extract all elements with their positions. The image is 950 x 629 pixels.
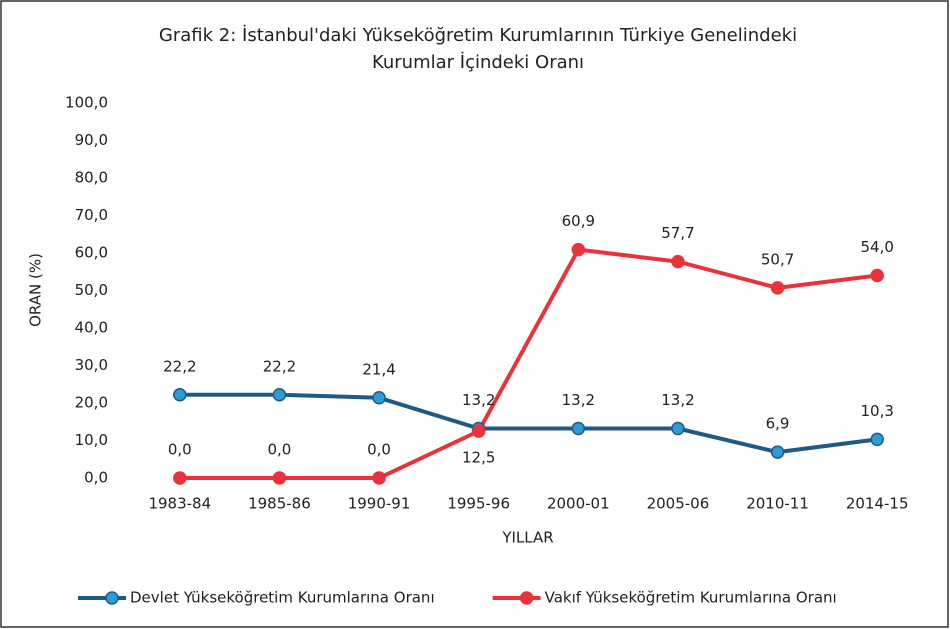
- data-label: 13,2: [462, 391, 495, 409]
- data-label: 22,2: [263, 357, 296, 375]
- series-line: [179, 247, 878, 480]
- y-tick-label: 80,0: [75, 169, 108, 187]
- y-tick-label: 50,0: [75, 281, 108, 299]
- data-label: 0,0: [367, 441, 391, 459]
- x-tick-label: 2000-01: [547, 495, 610, 513]
- y-axis-title: ORAN (%): [27, 253, 45, 327]
- data-point: [571, 421, 586, 436]
- data-point: [770, 445, 785, 459]
- legend-marker: [519, 591, 534, 605]
- x-tick-label: 2005-06: [647, 495, 710, 513]
- data-label: 13,2: [661, 391, 694, 409]
- data-point: [770, 281, 785, 295]
- y-tick-label: 30,0: [75, 356, 108, 374]
- y-tick-label: 60,0: [75, 244, 108, 262]
- data-label: 10,3: [860, 402, 893, 420]
- x-tick-label: 1983-84: [148, 495, 211, 513]
- data-point: [272, 388, 287, 402]
- chart-title: Grafik 2: İstanbul'daki Yükseköğretim Ku…: [159, 25, 797, 46]
- x-axis-title: YILLAR: [501, 529, 553, 547]
- x-tick-label: 1990-91: [348, 495, 411, 513]
- data-label: 0,0: [168, 441, 192, 459]
- data-label: 13,2: [562, 391, 595, 409]
- data-point: [671, 421, 685, 436]
- data-point: [571, 242, 586, 257]
- legend-label: Vakıf Yükseköğretim Kurumlarına Oranı: [545, 589, 837, 607]
- data-point: [173, 388, 187, 402]
- y-tick-label: 70,0: [75, 206, 108, 224]
- series-line: [179, 392, 878, 455]
- data-label: 12,5: [462, 449, 495, 467]
- y-tick-label: 100,0: [65, 94, 108, 112]
- data-label: 22,2: [163, 357, 196, 375]
- data-label: 0,0: [268, 441, 292, 459]
- data-point: [173, 471, 187, 485]
- legend-label: Devlet Yükseköğretim Kurumlarına Oranı: [130, 589, 435, 607]
- data-label: 54,0: [860, 238, 893, 256]
- data-point: [870, 268, 884, 283]
- x-tick-label: 1995-96: [447, 495, 510, 513]
- chart-title: Kurumlar İçindeki Oranı: [372, 52, 584, 73]
- y-tick-label: 20,0: [75, 394, 108, 412]
- data-point: [671, 254, 685, 269]
- y-tick-label: 10,0: [75, 431, 108, 449]
- x-tick-label: 1985-86: [248, 495, 311, 513]
- y-tick-label: 40,0: [75, 319, 108, 337]
- data-label: 6,9: [766, 415, 790, 433]
- data-point: [471, 424, 486, 438]
- data-point: [372, 471, 386, 485]
- data-point: [372, 391, 386, 405]
- data-label: 21,4: [362, 360, 395, 378]
- x-tick-label: 2014-15: [846, 495, 909, 513]
- y-tick-label: 0,0: [84, 469, 108, 487]
- y-tick-label: 90,0: [75, 131, 108, 149]
- legend-marker: [105, 591, 119, 605]
- data-point: [272, 471, 287, 485]
- x-tick-label: 2010-11: [746, 495, 809, 513]
- data-label: 60,9: [562, 212, 595, 230]
- data-label: 57,7: [661, 224, 694, 242]
- data-label: 50,7: [761, 250, 794, 268]
- data-point: [870, 432, 884, 447]
